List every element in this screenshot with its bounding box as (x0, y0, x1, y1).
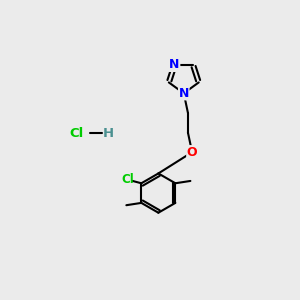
Text: N: N (178, 87, 189, 100)
Text: Cl: Cl (69, 127, 83, 140)
Text: Cl: Cl (121, 173, 134, 186)
Text: N: N (169, 58, 180, 71)
Text: H: H (103, 127, 114, 140)
Text: O: O (187, 146, 197, 159)
